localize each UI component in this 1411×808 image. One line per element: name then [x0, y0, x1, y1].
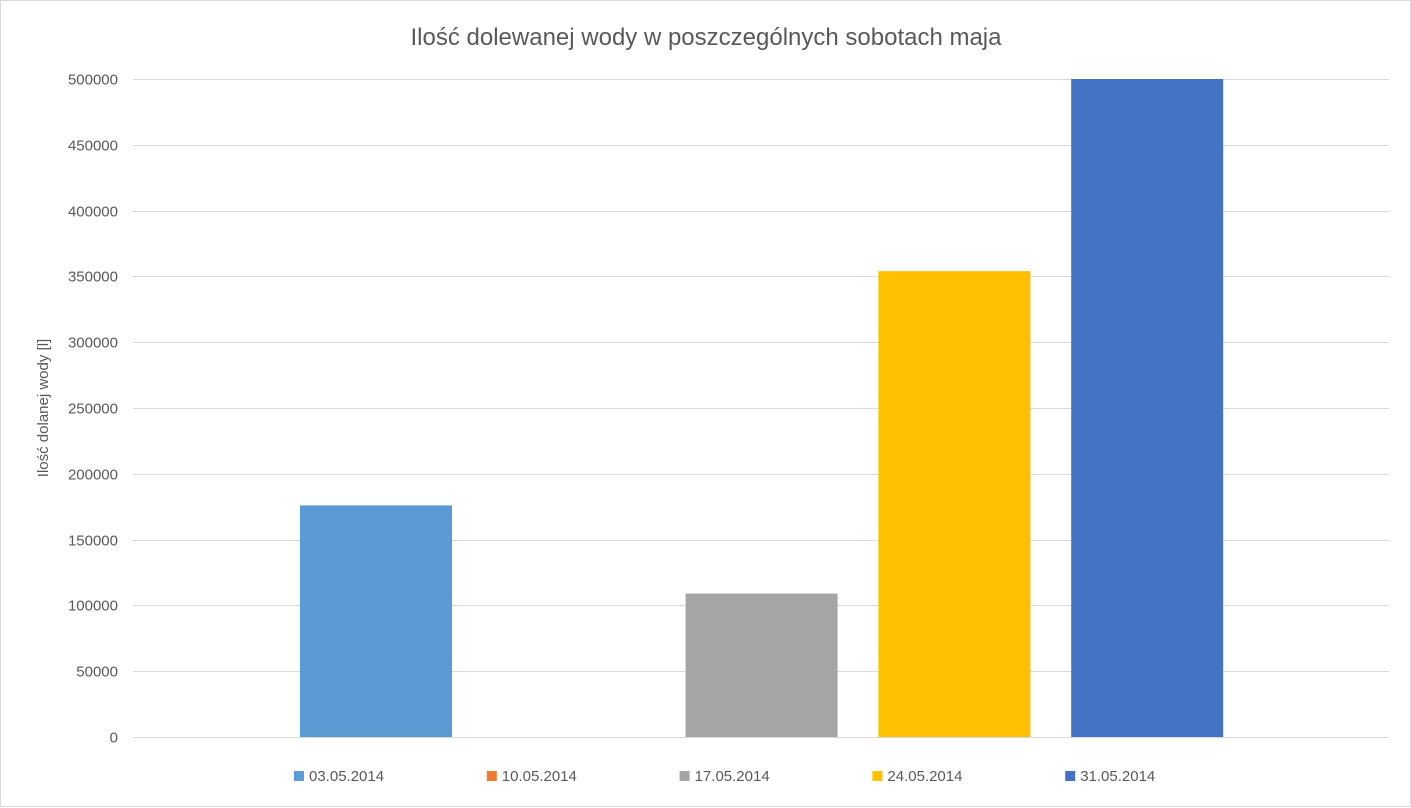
legend-label: 10.05.2014: [502, 768, 577, 785]
bar-24.05.2014: [878, 271, 1031, 737]
legend-label: 31.05.2014: [1080, 768, 1155, 785]
legend-label: 03.05.2014: [309, 768, 384, 785]
y-tick-label: 200000: [68, 467, 118, 484]
y-tick-label: 450000: [68, 138, 118, 155]
legend-label: 17.05.2014: [695, 768, 770, 785]
y-tick-label: 500000: [68, 72, 118, 89]
bar-31.05.2014: [1071, 79, 1224, 737]
chart-title: Ilość dolewanej wody w poszczególnych so…: [411, 24, 1003, 51]
y-axis-ticks: 0 50000 100000 150000 200000 250000 300000 3500…: [68, 72, 118, 747]
bar-17.05.2014: [685, 593, 838, 737]
y-tick-label: 50000: [76, 664, 118, 681]
y-tick-label: 300000: [68, 335, 118, 352]
legend-swatch: [679, 771, 690, 781]
legend-label: 24.05.2014: [887, 768, 962, 785]
y-tick-label: 350000: [68, 269, 118, 286]
legend-swatch: [294, 771, 304, 781]
y-tick-label: 250000: [68, 401, 118, 418]
bar-03.05.2014: [300, 505, 452, 737]
bars: [300, 79, 1224, 737]
y-tick-label: 400000: [68, 204, 118, 221]
y-axis-label: Ilość dolanej wody [l]: [35, 339, 52, 477]
y-tick-label: 150000: [68, 533, 118, 550]
y-tick-label: 100000: [68, 598, 118, 615]
legend: 03.05.2014 10.05.2014 17.05.2014 24.05.2014…: [294, 768, 1155, 785]
legend-swatch: [872, 771, 883, 781]
legend-swatch: [486, 771, 497, 781]
legend-swatch: [1065, 771, 1076, 781]
y-tick-label: 0: [110, 730, 118, 747]
